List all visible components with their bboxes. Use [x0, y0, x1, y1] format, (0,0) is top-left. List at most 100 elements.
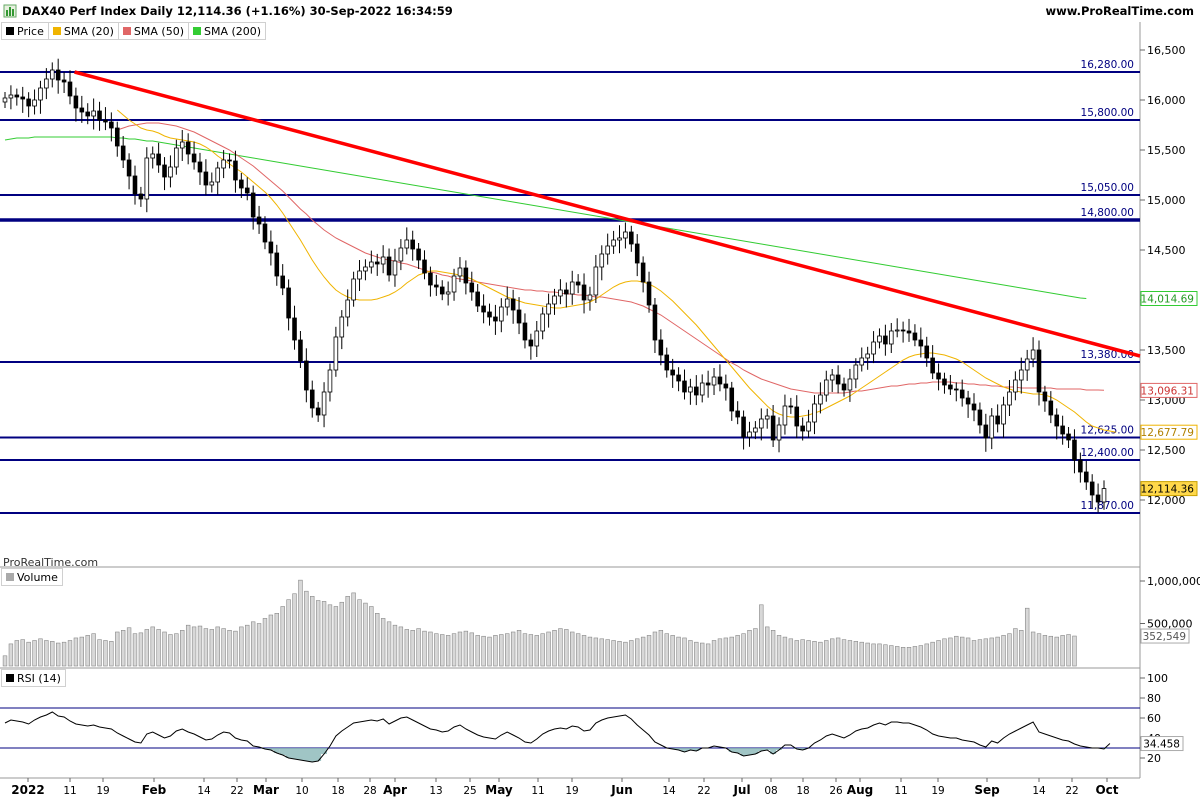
candle-down [965, 397, 971, 405]
candle-up [499, 306, 504, 322]
header-bar: DAX40 Perf Index Daily 12,114.36 (+1.16%… [0, 0, 1200, 22]
legend-sma200-label: SMA (200) [204, 24, 262, 38]
candle-down [658, 339, 664, 356]
volume-bar [487, 636, 492, 667]
legend-sma200[interactable]: SMA (200) [189, 23, 265, 39]
volume-bar [883, 644, 888, 667]
candle-down [262, 223, 268, 243]
volume-bar [623, 641, 628, 667]
rsi-y-tick-label: 60 [1147, 712, 1161, 725]
candle-down [694, 386, 699, 396]
candle-down [1042, 391, 1048, 402]
volume-bar [534, 635, 539, 667]
volume-bar [989, 637, 994, 667]
legend-rsi[interactable]: RSI (14) [2, 670, 65, 686]
candle-up [345, 299, 350, 318]
legend-volume[interactable]: Volume [2, 569, 62, 585]
level-label: 11,870.00 [1081, 500, 1134, 512]
candle-down [244, 187, 250, 194]
candle-up [221, 159, 226, 169]
candle-up [829, 374, 835, 381]
volume-bar [700, 642, 705, 667]
volume-y-tick-label: 500,000 [1147, 618, 1193, 631]
sma200-last-tag-text: 14,014.69 [1141, 294, 1194, 306]
candle-down [741, 416, 746, 438]
legend-sma20[interactable]: SMA (20) [49, 23, 119, 39]
candle-down [794, 406, 800, 427]
candle-up [445, 291, 451, 295]
legend-sma50[interactable]: SMA (50) [119, 23, 189, 39]
x-tick-label: 18 [331, 785, 344, 797]
level-label: 16,280.00 [1081, 59, 1134, 71]
candle-up [558, 289, 563, 297]
volume-bar [144, 629, 149, 667]
chart-type-icon[interactable] [3, 4, 17, 18]
volume-bar [818, 641, 823, 667]
candle-down [516, 309, 522, 324]
volume-bar [422, 630, 427, 667]
volume-bar [552, 629, 557, 667]
candle-down [835, 374, 841, 385]
volume-bar [168, 634, 173, 667]
candle-down [439, 286, 445, 295]
rsi-last-tag-text: 34.458 [1143, 739, 1180, 751]
volume-bar [1013, 628, 1018, 667]
volume-bar [97, 639, 102, 667]
candle-down [1054, 414, 1060, 427]
price-y-tick-label: 16,000 [1147, 94, 1186, 107]
rsi-legend: RSI (14) [1, 669, 66, 687]
volume-bar [652, 631, 658, 667]
rsi-oversold-fill [262, 748, 1107, 762]
candle-up [321, 391, 327, 416]
volume-bar [274, 612, 279, 667]
candle-up [179, 141, 185, 149]
candle-up [759, 418, 764, 429]
volume-panel: 500,000 1,000,000 352,549 [2, 575, 1200, 667]
rsi-y-tick-label: 20 [1147, 752, 1161, 765]
candle-up [818, 394, 823, 405]
volume-bar [658, 629, 664, 667]
volume-bar [392, 624, 398, 667]
candle-down [132, 175, 138, 195]
candle-down [953, 388, 959, 391]
candle-up [593, 266, 599, 296]
legend-price[interactable]: Price [2, 23, 49, 39]
volume-bar [824, 640, 829, 667]
x-tick-label: 18 [796, 785, 809, 797]
candle-up [1030, 349, 1036, 360]
volume-bar [995, 636, 1000, 667]
volume-bar [705, 643, 711, 667]
volume-bar [942, 638, 947, 667]
candle-down [191, 153, 197, 163]
candle-down [652, 304, 658, 341]
candle-down [629, 231, 634, 245]
candle-down [959, 389, 965, 399]
candle-up [1101, 488, 1107, 503]
candle-up [894, 329, 900, 332]
volume-bar [280, 606, 285, 667]
candle-down [487, 311, 492, 318]
volume-bar [877, 643, 882, 667]
volume-bar [463, 630, 469, 667]
volume-legend: Volume [1, 568, 63, 586]
candle-up [327, 369, 333, 393]
volume-bar [103, 640, 108, 667]
volume-bar [398, 626, 404, 667]
candle-up [753, 427, 758, 433]
candle-up [605, 245, 610, 255]
volume-bar [741, 633, 746, 667]
volume-bar [357, 599, 362, 667]
level-label: 14,800.00 [1081, 207, 1134, 219]
volume-bar [570, 631, 575, 667]
volume-bar [493, 635, 498, 667]
volume-bar [162, 631, 167, 667]
volume-bar [581, 635, 587, 667]
legend-sma50-swatch [122, 27, 131, 35]
candle-down [185, 141, 191, 155]
site-url[interactable]: www.ProRealTime.com [1045, 4, 1194, 18]
volume-bar [670, 635, 675, 667]
price-legend: Price SMA (20) SMA (50) SMA (200) [1, 22, 267, 40]
volume-bar [900, 646, 906, 667]
candle-up [49, 69, 55, 80]
candle-up [357, 270, 362, 280]
